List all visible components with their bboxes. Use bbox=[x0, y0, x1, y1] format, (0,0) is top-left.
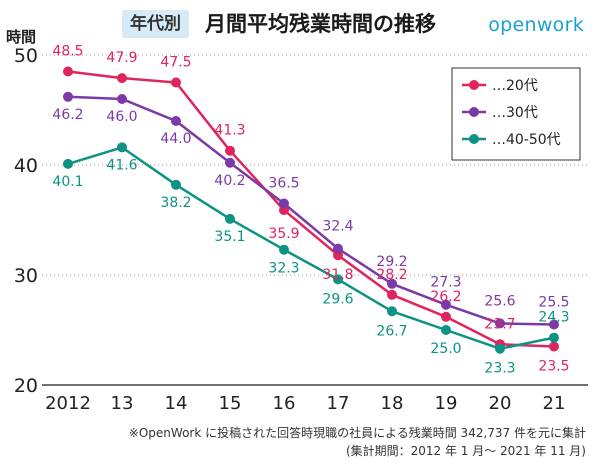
data-label: 41.3 bbox=[214, 123, 245, 139]
data-point bbox=[549, 319, 559, 330]
data-point bbox=[171, 77, 181, 88]
data-point bbox=[117, 94, 127, 104]
data-point bbox=[333, 243, 343, 254]
legend: …20代 …30代 …40-50代 bbox=[451, 67, 581, 161]
x-tick-label-17: 17 bbox=[327, 393, 350, 414]
data-point bbox=[63, 91, 73, 102]
data-label: 29.6 bbox=[322, 291, 353, 307]
x-tick-label-14: 14 bbox=[165, 393, 188, 414]
data-point bbox=[495, 318, 505, 329]
grid-lines bbox=[42, 54, 588, 276]
data-label: 36.5 bbox=[268, 176, 299, 192]
data-label: 26.7 bbox=[376, 323, 407, 339]
data-label: 25.6 bbox=[484, 293, 515, 309]
y-ticks: 20 30 40 50 bbox=[14, 45, 38, 397]
data-label: 35.9 bbox=[268, 226, 299, 242]
legend-marker-2 bbox=[469, 134, 479, 144]
x-tick-label-20: 20 bbox=[489, 393, 512, 414]
data-label: 28.2 bbox=[376, 267, 407, 283]
data-label: 26.2 bbox=[430, 289, 461, 305]
footnote-source: ※OpenWork に投稿された回答時現職の社員による残業時間 342,737 … bbox=[128, 426, 586, 440]
data-point bbox=[225, 145, 235, 156]
data-point bbox=[387, 306, 397, 317]
data-label: 32.4 bbox=[322, 219, 353, 235]
x-tick-label-13: 13 bbox=[111, 393, 134, 414]
data-label: 47.5 bbox=[160, 55, 191, 71]
data-point bbox=[225, 157, 235, 168]
data-label: 44.0 bbox=[160, 131, 191, 147]
data-label: 25.0 bbox=[430, 341, 461, 357]
data-point bbox=[333, 274, 343, 285]
data-point bbox=[63, 158, 73, 169]
legend-marker-0 bbox=[469, 80, 479, 90]
x-tick-label-2012: 2012 bbox=[45, 393, 91, 414]
data-label: 46.0 bbox=[106, 109, 137, 125]
data-label: 27.3 bbox=[430, 275, 461, 291]
legend-marker-1 bbox=[469, 107, 479, 117]
y-tick-label-50: 50 bbox=[14, 45, 38, 67]
data-label: 23.7 bbox=[484, 316, 515, 332]
data-point bbox=[441, 311, 451, 322]
data-point bbox=[171, 179, 181, 190]
x-tick-label-21: 21 bbox=[543, 393, 566, 414]
series-line-1 bbox=[67, 95, 555, 326]
legend-label-2: …40-50代 bbox=[492, 132, 561, 148]
data-label: 40.2 bbox=[214, 173, 245, 189]
data-label: 38.2 bbox=[160, 195, 191, 211]
data-label: 47.9 bbox=[106, 50, 137, 66]
footnote-period: (集計期間：2012 年 1 月〜 2021 年 11 月) bbox=[345, 444, 586, 458]
data-label: 41.6 bbox=[106, 157, 137, 173]
chart-title: 月間平均残業時間の推移 bbox=[205, 12, 436, 36]
data-label: 40.1 bbox=[52, 174, 83, 190]
data-point bbox=[441, 325, 451, 335]
data-point bbox=[63, 66, 73, 77]
y-tick-label-20: 20 bbox=[14, 375, 38, 397]
brand-logo: openwork bbox=[488, 14, 584, 36]
data-label: 23.5 bbox=[538, 359, 569, 375]
data-label: 25.5 bbox=[538, 295, 569, 311]
legend-label-0: …20代 bbox=[492, 78, 538, 94]
series-points bbox=[63, 66, 559, 354]
data-point bbox=[279, 198, 289, 209]
x-tick-label-18: 18 bbox=[381, 393, 404, 414]
series-lines bbox=[67, 70, 555, 350]
data-point bbox=[549, 341, 559, 352]
data-point bbox=[171, 116, 181, 126]
series-line-2 bbox=[67, 146, 555, 350]
title-tag: 年代別 bbox=[122, 10, 189, 38]
series-line-0 bbox=[67, 70, 555, 348]
data-label: 31.8 bbox=[322, 267, 353, 283]
data-labels: 48.5 47.9 47.5 41.3 35.9 31.8 28.2 26.2 23.7 23.5… bbox=[52, 44, 569, 377]
data-point bbox=[279, 244, 289, 255]
x-tick-label-19: 19 bbox=[435, 393, 458, 414]
legend-label-1: …30代 bbox=[492, 105, 538, 121]
data-label: 23.3 bbox=[484, 361, 515, 377]
y-tick-label-40: 40 bbox=[14, 155, 38, 177]
data-point bbox=[117, 73, 127, 84]
data-point bbox=[225, 213, 235, 224]
data-label: 32.3 bbox=[268, 261, 299, 277]
x-tick-label-16: 16 bbox=[273, 393, 296, 414]
data-point bbox=[441, 299, 451, 310]
data-label: 35.1 bbox=[214, 229, 245, 245]
data-label: 29.2 bbox=[376, 254, 407, 270]
x-ticks: 2012 13 14 15 16 17 18 19 20 21 bbox=[45, 393, 565, 414]
data-point bbox=[495, 343, 505, 354]
data-point bbox=[117, 142, 127, 153]
data-label: 48.5 bbox=[52, 44, 83, 60]
y-tick-label-30: 30 bbox=[14, 265, 38, 287]
data-label: 24.3 bbox=[538, 310, 569, 326]
data-point bbox=[549, 332, 559, 343]
x-tick-label-15: 15 bbox=[219, 393, 242, 414]
data-point bbox=[387, 289, 397, 300]
data-label: 46.2 bbox=[52, 107, 83, 123]
data-point bbox=[387, 278, 397, 289]
y-axis-label: 時間 bbox=[6, 28, 36, 46]
